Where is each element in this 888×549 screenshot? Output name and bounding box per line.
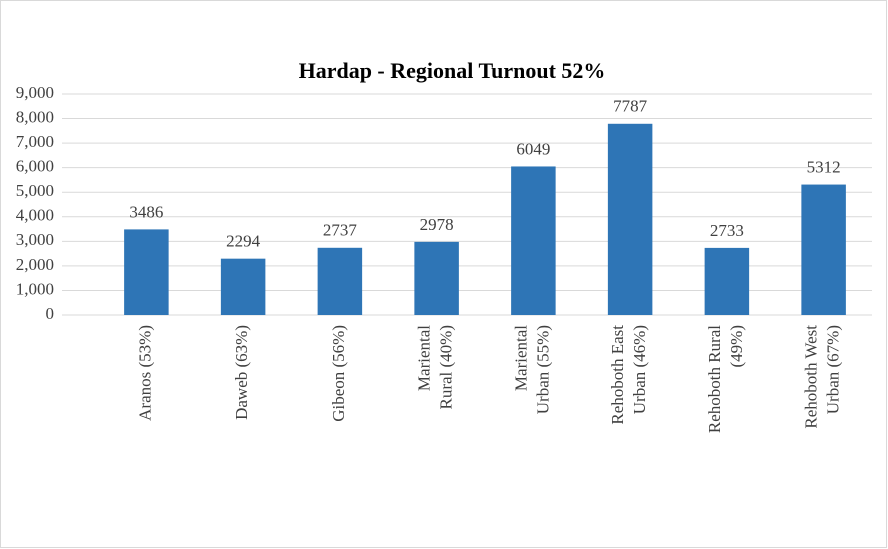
- y-tick-label: 5,000: [16, 181, 54, 200]
- x-tick-label: Rehoboth West Urban (67%): [802, 325, 843, 429]
- bar: [414, 241, 459, 315]
- x-tick-label: Mariental Rural (40%): [415, 325, 456, 410]
- x-tick-label: Daweb (63%): [232, 325, 251, 420]
- y-tick-label: 6,000: [16, 157, 54, 176]
- x-tick-label: Aranos (53%): [135, 325, 154, 421]
- x-tick-label: Rehoboth Rural (49%): [705, 325, 746, 433]
- data-label: 2737: [323, 221, 358, 240]
- data-label: 6049: [516, 139, 550, 158]
- data-label: 2733: [710, 221, 744, 240]
- y-tick-label: 7,000: [16, 132, 54, 151]
- bar: [801, 184, 846, 315]
- y-tick-label: 4,000: [16, 206, 54, 225]
- chart-title: Hardap - Regional Turnout 52%: [299, 58, 606, 83]
- bar: [704, 247, 750, 315]
- bar: [220, 258, 266, 315]
- bar: [607, 123, 653, 315]
- y-tick-label: 8,000: [16, 107, 54, 126]
- y-tick-label: 1,000: [16, 279, 54, 298]
- x-tick-label: Rehoboth East Urban (46%): [608, 325, 649, 425]
- data-label: 2294: [226, 232, 261, 251]
- bar: [511, 166, 556, 315]
- y-tick-label: 9,000: [16, 83, 54, 102]
- y-tick-label: 2,000: [16, 255, 54, 274]
- bar: [317, 247, 363, 315]
- bar: [124, 229, 169, 315]
- data-label: 3486: [129, 202, 163, 221]
- data-label: 2978: [420, 215, 454, 234]
- x-tick-label: Gibeon (56%): [329, 325, 348, 422]
- y-tick-label: 3,000: [16, 230, 54, 249]
- data-label: 7787: [613, 97, 648, 116]
- y-tick-label: 0: [46, 304, 55, 323]
- data-label: 5312: [807, 157, 841, 176]
- x-tick-label: Mariental Urban (55%): [511, 325, 552, 414]
